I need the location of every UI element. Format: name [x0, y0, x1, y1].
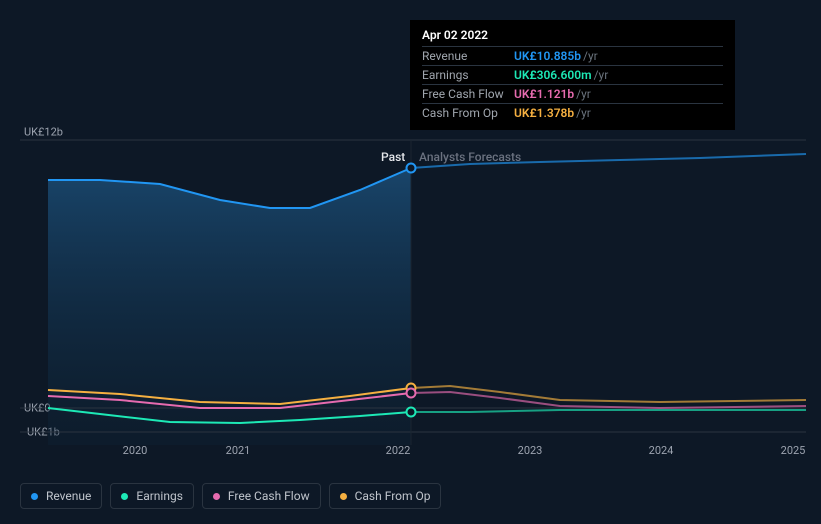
tooltip-row-value: UK£10.885b — [514, 49, 581, 63]
legend-fcf[interactable]: Free Cash Flow — [202, 483, 321, 509]
tooltip-row-label: Cash From Op — [422, 106, 514, 120]
legend-earnings[interactable]: Earnings — [110, 483, 194, 509]
tooltip-row-label: Free Cash Flow — [422, 87, 514, 101]
tooltip-row-unit: /yr — [583, 49, 598, 63]
chart-area — [20, 140, 806, 469]
x-axis-label: 2024 — [649, 444, 674, 457]
tooltip-row-value: UK£1.121b — [514, 87, 574, 101]
tooltip-row: RevenueUK£10.885b/yr — [422, 46, 723, 65]
legend-cfo[interactable]: Cash From Op — [329, 483, 442, 509]
chart-svg — [20, 140, 806, 455]
tooltip-row: EarningsUK£306.600m/yr — [422, 65, 723, 84]
tooltip-row-unit: /yr — [594, 68, 609, 82]
y-axis-label: UK£12b — [24, 126, 63, 139]
tooltip-row-label: Revenue — [422, 49, 514, 63]
chart-tooltip: Apr 02 2022 RevenueUK£10.885b/yrEarnings… — [410, 20, 735, 130]
tooltip-row-label: Earnings — [422, 68, 514, 82]
legend-dot-icon — [31, 493, 38, 500]
legend-revenue[interactable]: Revenue — [20, 483, 102, 509]
tooltip-row: Free Cash FlowUK£1.121b/yr — [422, 84, 723, 103]
legend-dot-icon — [340, 493, 347, 500]
tooltip-row-value: UK£306.600m — [514, 68, 592, 82]
x-axis: 2020 2021 2022 2023 2024 2025 — [20, 444, 806, 464]
legend-dot-icon — [121, 493, 128, 500]
tooltip-row: Cash From OpUK£1.378b/yr — [422, 103, 723, 122]
legend-dot-icon — [213, 493, 220, 500]
legend-label: Free Cash Flow — [228, 489, 310, 503]
legend: Revenue Earnings Free Cash Flow Cash From O… — [20, 483, 441, 509]
x-axis-label: 2025 — [781, 444, 806, 457]
x-axis-label: 2022 — [386, 444, 411, 457]
tooltip-row-unit: /yr — [576, 87, 591, 101]
legend-label: Revenue — [46, 489, 91, 503]
x-axis-label: 2023 — [518, 444, 543, 457]
tooltip-date: Apr 02 2022 — [422, 28, 723, 46]
legend-label: Cash From Op — [355, 489, 431, 503]
legend-label: Earnings — [136, 489, 183, 503]
tooltip-row-unit: /yr — [576, 106, 591, 120]
x-axis-label: 2021 — [226, 444, 251, 457]
tooltip-row-value: UK£1.378b — [514, 106, 574, 120]
x-axis-label: 2020 — [123, 444, 148, 457]
